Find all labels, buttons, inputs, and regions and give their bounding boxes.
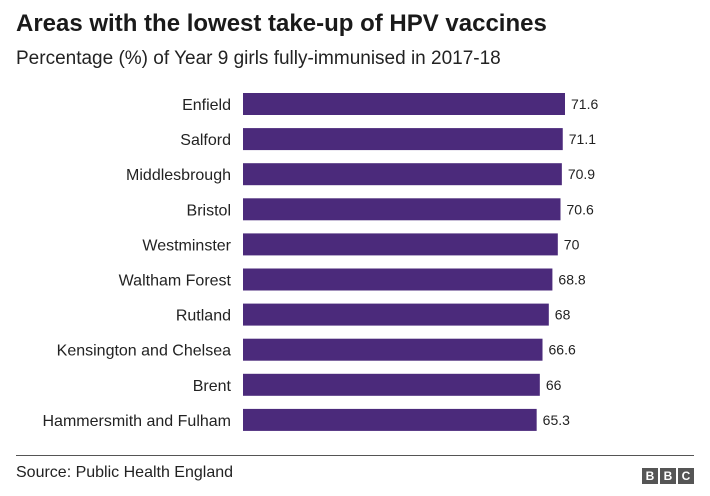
- bbc-logo-box: B: [642, 468, 658, 484]
- value-label: 65.3: [543, 412, 570, 428]
- category-label: Kensington and Chelsea: [57, 343, 231, 360]
- bar: [243, 268, 553, 291]
- bar: [243, 233, 558, 256]
- category-label: Middlesbrough: [126, 167, 231, 184]
- bar: [243, 408, 537, 431]
- bar: [243, 93, 565, 115]
- source-note: Source: Public Health England: [16, 464, 234, 481]
- category-label: Waltham Forest: [119, 273, 232, 290]
- footer-divider: [16, 455, 694, 456]
- bbc-logo: B B C: [642, 468, 694, 484]
- bar: [243, 373, 540, 396]
- bar: [243, 198, 561, 221]
- bar: [243, 163, 562, 186]
- bar: [243, 303, 549, 326]
- chart-subtitle: Percentage (%) of Year 9 girls fully-imm…: [16, 48, 501, 69]
- value-label: 71.1: [569, 131, 596, 147]
- bar-chart: Enfield 71.6 Salford 71.1 Middlesbrough 70.9 B…: [43, 93, 598, 431]
- category-label: Enfield: [182, 97, 231, 114]
- value-label: 70: [564, 236, 580, 252]
- category-label: Westminster: [142, 237, 231, 254]
- value-label: 68.8: [558, 272, 585, 288]
- category-label: Bristol: [187, 202, 231, 219]
- value-label: 70.9: [568, 166, 595, 182]
- value-label: 68: [555, 307, 571, 323]
- category-label: Rutland: [176, 308, 231, 325]
- value-label: 71.6: [571, 96, 598, 112]
- category-label: Hammersmith and Fulham: [43, 413, 232, 430]
- category-label: Salford: [180, 132, 231, 149]
- category-label: Brent: [193, 378, 232, 395]
- bar: [243, 128, 563, 151]
- bbc-logo-box: C: [678, 468, 694, 484]
- value-label: 66: [546, 377, 562, 393]
- bar: [243, 338, 543, 361]
- value-label: 70.6: [567, 201, 594, 217]
- value-label: 66.6: [549, 342, 576, 358]
- bbc-logo-box: B: [660, 468, 676, 484]
- chart-title: Areas with the lowest take-up of HPV vac…: [16, 10, 547, 37]
